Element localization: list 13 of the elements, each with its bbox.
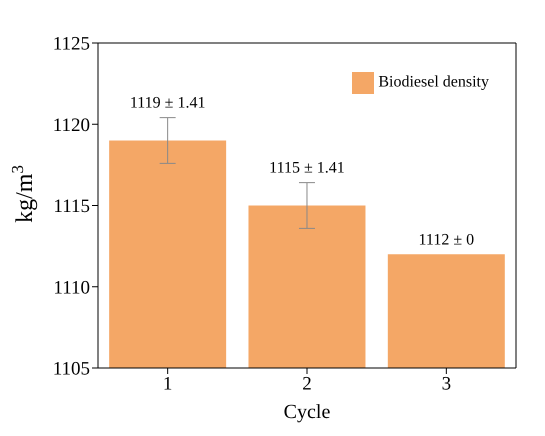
x-axis-title: Cycle <box>284 401 330 423</box>
x-tick-label: 1 <box>162 373 172 394</box>
y-tick-label: 1125 <box>52 34 90 55</box>
data-label: 1115 ± 1.41 <box>269 160 345 177</box>
y-tick-label: 1105 <box>52 358 90 380</box>
y-tick-label: 1120 <box>52 114 90 136</box>
x-tick-label: 3 <box>442 373 452 394</box>
y-tick-label: 1115 <box>53 196 90 218</box>
legend-label: Biodiesel density <box>378 74 489 91</box>
data-label: 1119 ± 1.41 <box>130 94 206 112</box>
data-label: 1112 ± 0 <box>418 231 474 248</box>
x-tick-label: 2 <box>302 373 312 394</box>
y-tick-label: 1110 <box>53 277 90 298</box>
